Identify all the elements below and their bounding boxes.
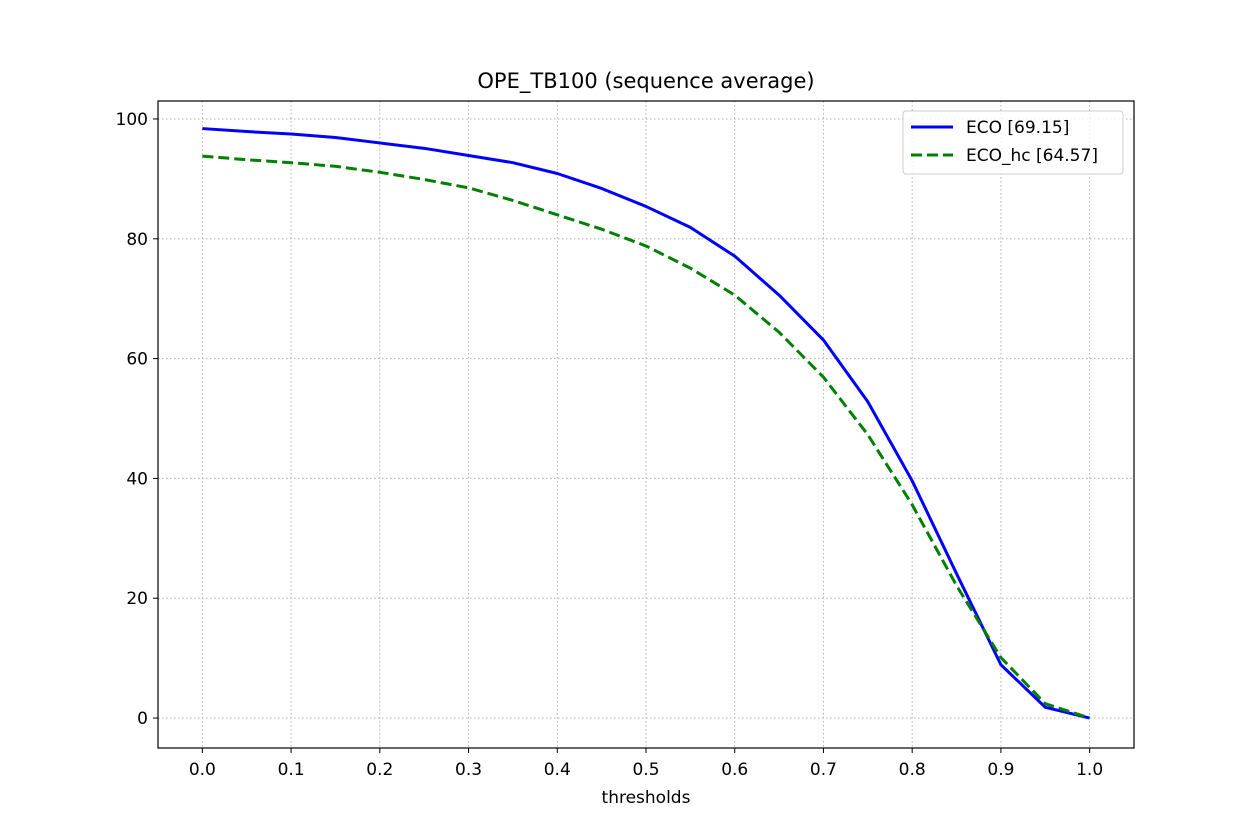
y-tick-label: 0 [137, 709, 148, 729]
x-tick-label: 0.8 [899, 760, 926, 780]
series-line-0 [202, 127, 1090, 720]
y-axis-ticks: 0 20 40 60 80 100 [116, 110, 158, 729]
legend-label-eco-hc: ECO_hc [64.57] [966, 146, 1098, 166]
y-tick-label: 20 [126, 589, 148, 609]
legend-label-eco: ECO [69.15] [966, 118, 1069, 138]
chart-title: OPE_TB100 (sequence average) [477, 69, 814, 94]
series-lines [202, 127, 1091, 720]
grid [158, 101, 1134, 748]
x-axis-ticks: 0.0 0.1 0.2 0.3 0.4 0.5 0.6 0.7 0.8 0.9 1.0 [189, 748, 1103, 780]
x-tick-label: 0.5 [632, 760, 659, 780]
x-tick-label: 0.6 [721, 760, 748, 780]
x-tick-label: 0.4 [544, 760, 571, 780]
x-axis-label: thresholds [602, 788, 691, 808]
x-tick-label: 0.9 [987, 760, 1014, 780]
x-tick-label: 1.0 [1076, 760, 1103, 780]
x-tick-label: 0.3 [455, 760, 482, 780]
y-tick-label: 60 [126, 350, 148, 370]
x-tick-label: 0.1 [278, 760, 305, 780]
x-tick-label: 0.0 [189, 760, 216, 780]
x-tick-label: 0.7 [810, 760, 837, 780]
y-tick-label: 40 [126, 469, 148, 489]
legend: ECO [69.15] ECO_hc [64.57] [902, 110, 1124, 175]
y-tick-label: 100 [116, 110, 148, 130]
x-tick-label: 0.2 [366, 760, 393, 780]
legend-box [902, 110, 1124, 175]
series-line-1 [202, 154, 1091, 720]
y-tick-label: 80 [126, 230, 148, 250]
